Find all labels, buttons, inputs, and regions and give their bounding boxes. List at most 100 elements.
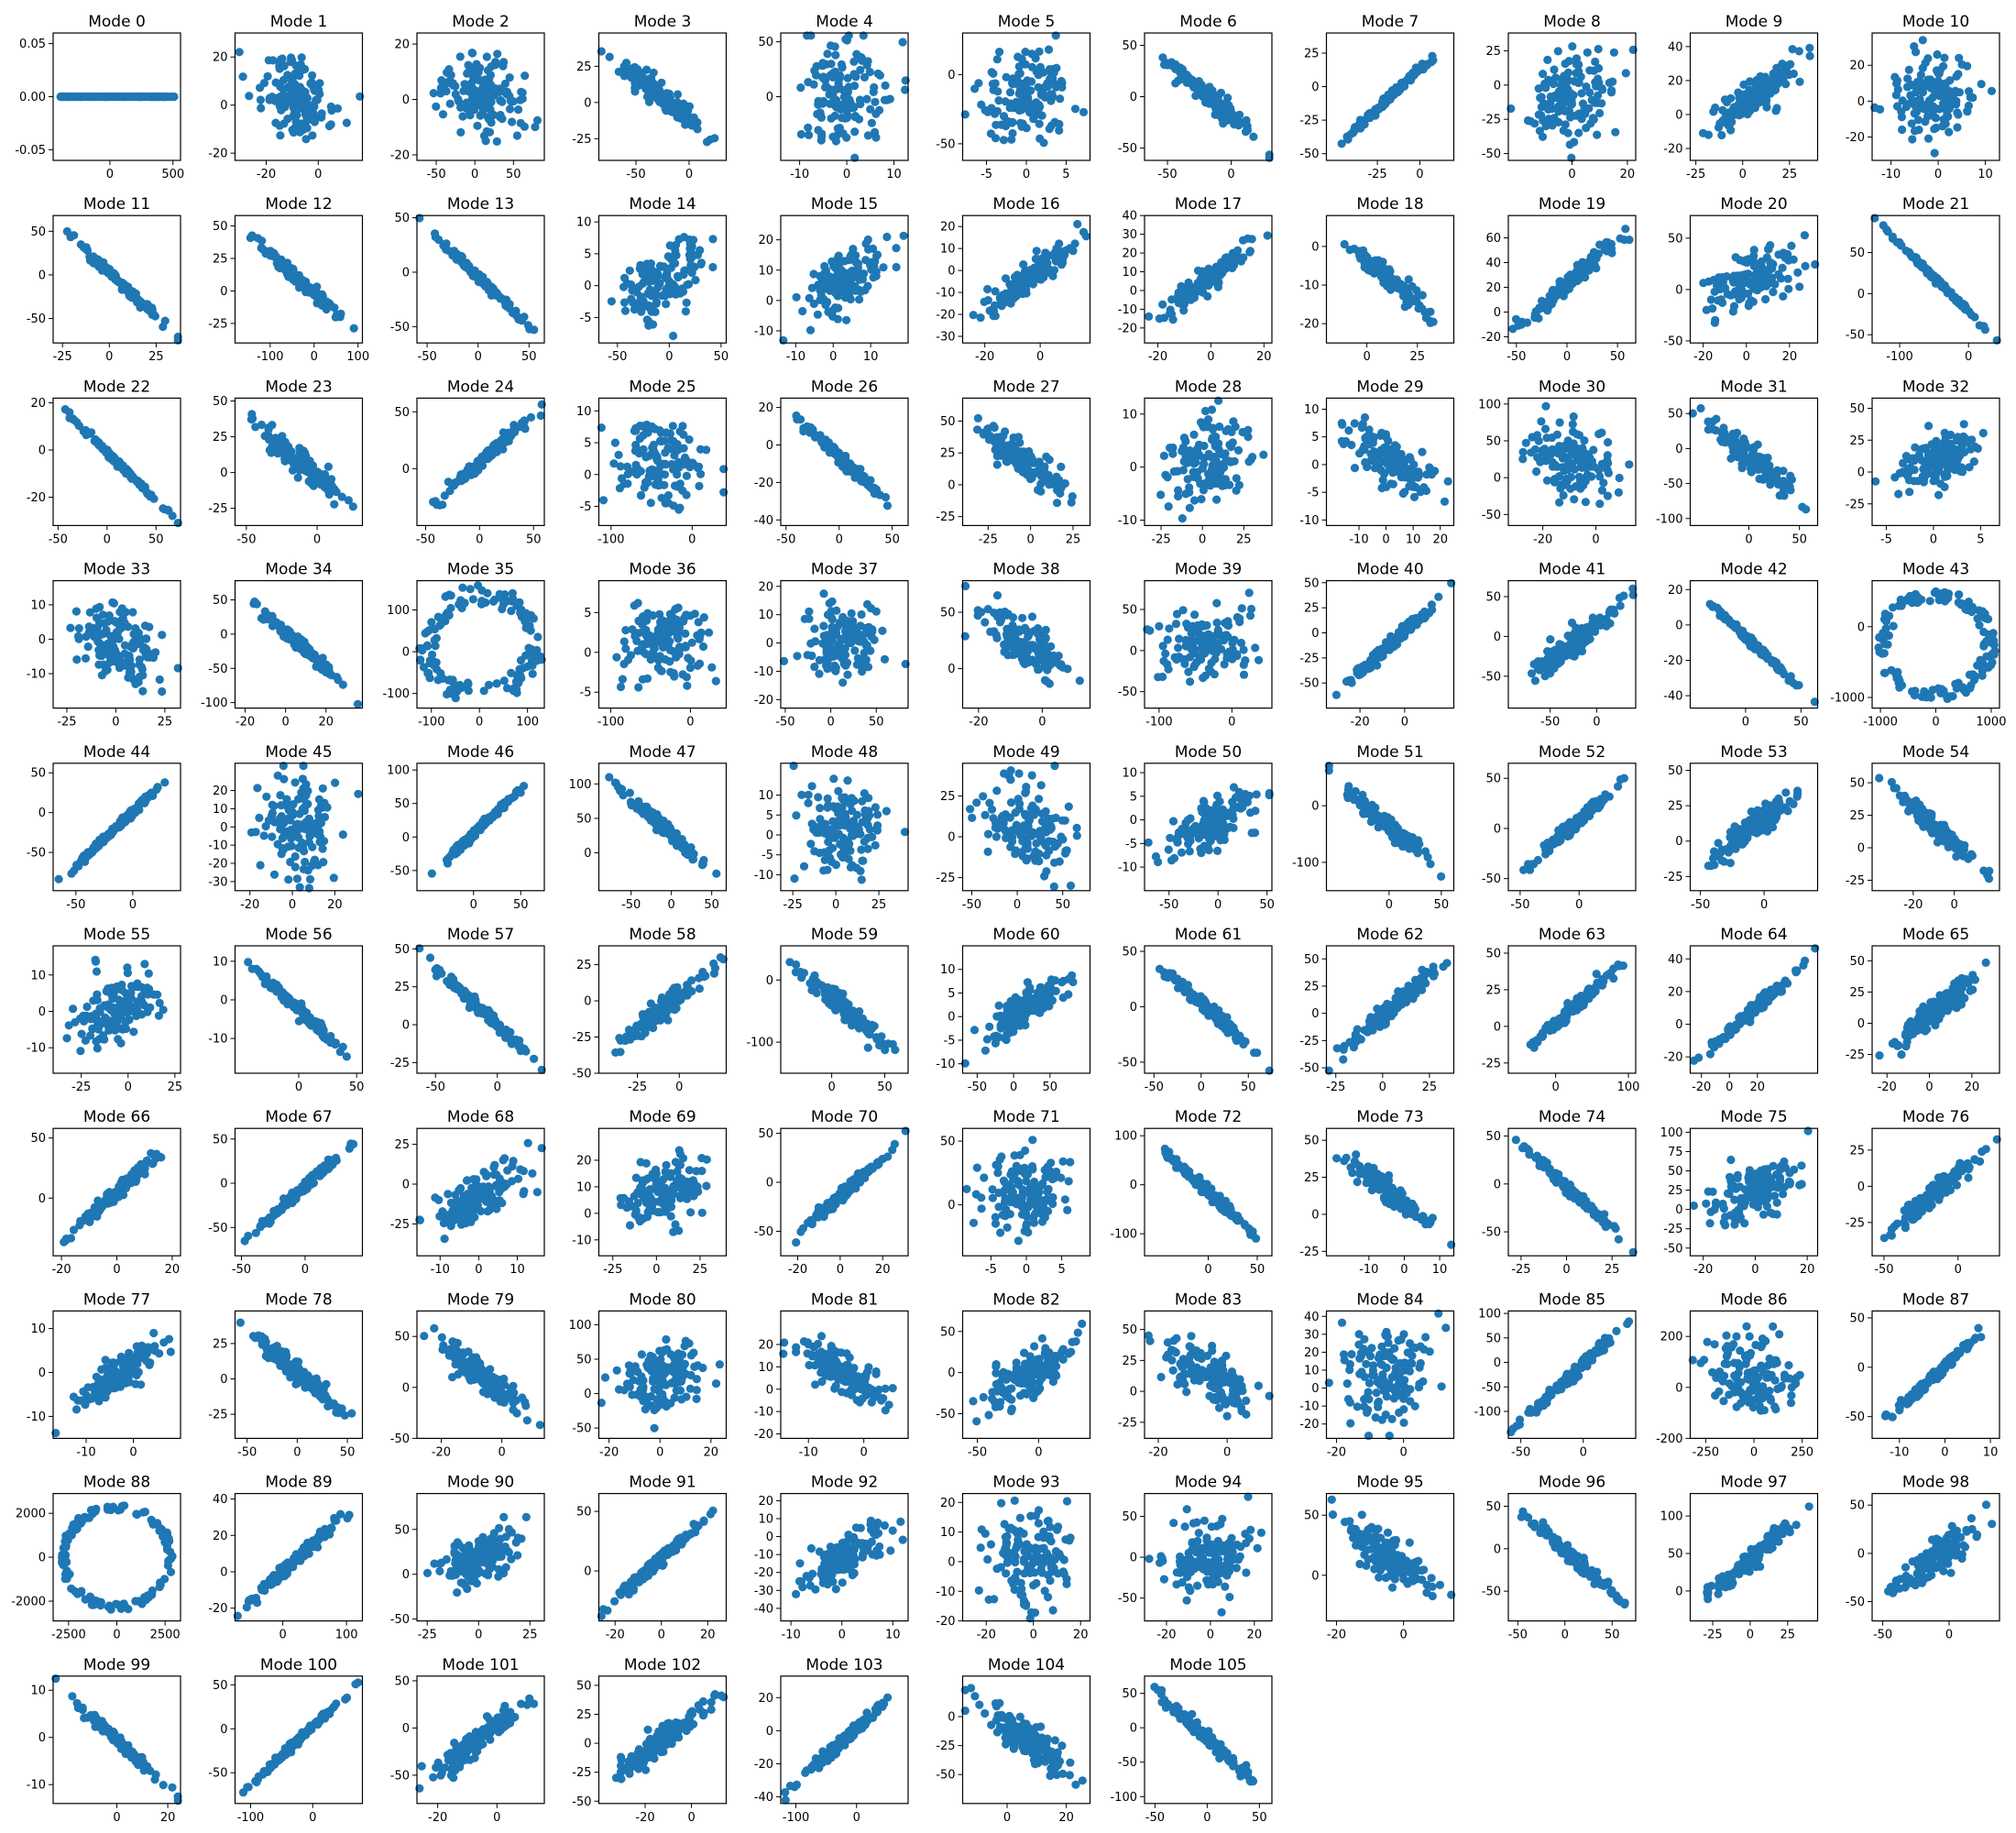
scatter-point: [986, 129, 995, 138]
scatter-point: [1388, 89, 1397, 98]
scatter-points: [246, 231, 358, 333]
x-tick-label: 0: [311, 350, 318, 364]
y-tick-label: 20: [940, 221, 956, 235]
scatter-point: [1980, 325, 1989, 335]
scatter-point: [1192, 83, 1201, 93]
scatter-point: [1609, 48, 1618, 57]
scatter-point: [1963, 106, 1972, 115]
scatter-points: [429, 400, 546, 510]
x-tick-label: -50: [626, 168, 645, 181]
scatter-point: [280, 455, 290, 464]
scatter-point: [1364, 425, 1374, 434]
scatter-point: [1548, 433, 1557, 443]
subplot-title: Mode 13: [447, 195, 514, 214]
scatter-point: [899, 231, 908, 240]
scatter-point: [1005, 104, 1014, 113]
subplot-title: Mode 21: [1902, 195, 1969, 214]
scatter-point: [1550, 65, 1559, 74]
scatter-point: [291, 93, 301, 103]
scatter-point: [1574, 128, 1583, 137]
y-tick-label: 5: [584, 247, 591, 261]
y-tick-label: 0: [584, 468, 591, 482]
scatter-point: [841, 35, 850, 44]
scatter-point: [1597, 99, 1606, 108]
y-tick-label: -50: [1299, 148, 1319, 161]
scatter-point: [973, 413, 982, 423]
scatter-point: [1769, 69, 1778, 78]
scatter-point: [1183, 475, 1192, 484]
scatter-point: [652, 453, 662, 462]
x-tick-label: 10: [1978, 168, 1993, 181]
scatter-point: [1769, 288, 1778, 297]
scatter-point: [1526, 116, 1535, 126]
scatter-point: [1568, 42, 1577, 51]
scatter-point: [1941, 119, 1950, 128]
scatter-point: [679, 233, 689, 242]
scatter-point: [1044, 45, 1054, 54]
scatter-point: [1583, 263, 1592, 272]
y-tick-label: 10: [576, 216, 592, 230]
scatter-point: [988, 80, 997, 89]
scatter-point: [661, 448, 670, 457]
x-tick-label: 0: [1563, 350, 1571, 364]
scatter-point: [1602, 247, 1611, 256]
scatter-point: [827, 257, 837, 266]
scatter-point: [850, 127, 860, 137]
scatter-point: [1218, 481, 1227, 490]
y-tick-label: 10: [940, 243, 956, 257]
scatter-point: [1168, 449, 1178, 458]
scatter-point: [473, 121, 482, 130]
scatter-point: [1413, 66, 1422, 75]
scatter-point: [1015, 86, 1024, 95]
scatter-point: [665, 241, 674, 250]
scatter-point: [514, 314, 523, 324]
scatter-point: [1763, 269, 1772, 278]
scatter-point: [849, 57, 859, 66]
scatter-point: [1239, 118, 1248, 127]
scatter-point: [1534, 84, 1543, 93]
scatter-point: [1370, 464, 1379, 473]
scatter-point: [1418, 447, 1427, 456]
scatter-point: [1005, 88, 1015, 97]
scatter-point: [1378, 99, 1387, 108]
scatter-point: [1164, 502, 1173, 511]
scatter-point: [1741, 278, 1750, 287]
scatter-point: [476, 92, 485, 101]
scatter-point: [486, 71, 496, 80]
scatter-point: [1362, 257, 1371, 266]
scatter-point: [1717, 130, 1726, 140]
scatter-point: [1409, 460, 1419, 469]
scatter-point: [1588, 114, 1597, 123]
scatter-point: [1614, 488, 1623, 498]
subplot-title: Mode 8: [1543, 13, 1601, 31]
scatter-point: [999, 136, 1008, 145]
scatter-point: [493, 49, 502, 59]
scatter-points: [1145, 231, 1272, 324]
scatter-point: [1521, 438, 1530, 447]
scatter-point: [492, 447, 501, 456]
scatter-point: [1743, 90, 1753, 99]
scatter-point: [439, 240, 448, 249]
x-tick-label: 0: [1026, 532, 1034, 546]
y-tick-label: 40: [1122, 210, 1137, 224]
scatter-point: [1159, 451, 1168, 460]
scatter-point: [830, 42, 839, 51]
scatter-points: [973, 413, 1077, 508]
scatter-point: [1802, 505, 1811, 514]
scatter-point: [1227, 441, 1236, 450]
x-tick-label: 25: [1410, 350, 1426, 364]
scatter-point: [860, 72, 870, 82]
scatter-point: [1032, 247, 1041, 256]
scatter-point: [1226, 105, 1235, 115]
x-tick-label: 0: [1934, 168, 1942, 181]
scatter-point: [487, 62, 496, 71]
scatter-point: [1583, 48, 1592, 57]
scatter-point: [1233, 445, 1244, 455]
y-tick-label: -25: [572, 133, 591, 147]
scatter-point: [989, 422, 998, 431]
scatter-point: [1402, 473, 1411, 482]
scatter-point: [70, 415, 79, 424]
